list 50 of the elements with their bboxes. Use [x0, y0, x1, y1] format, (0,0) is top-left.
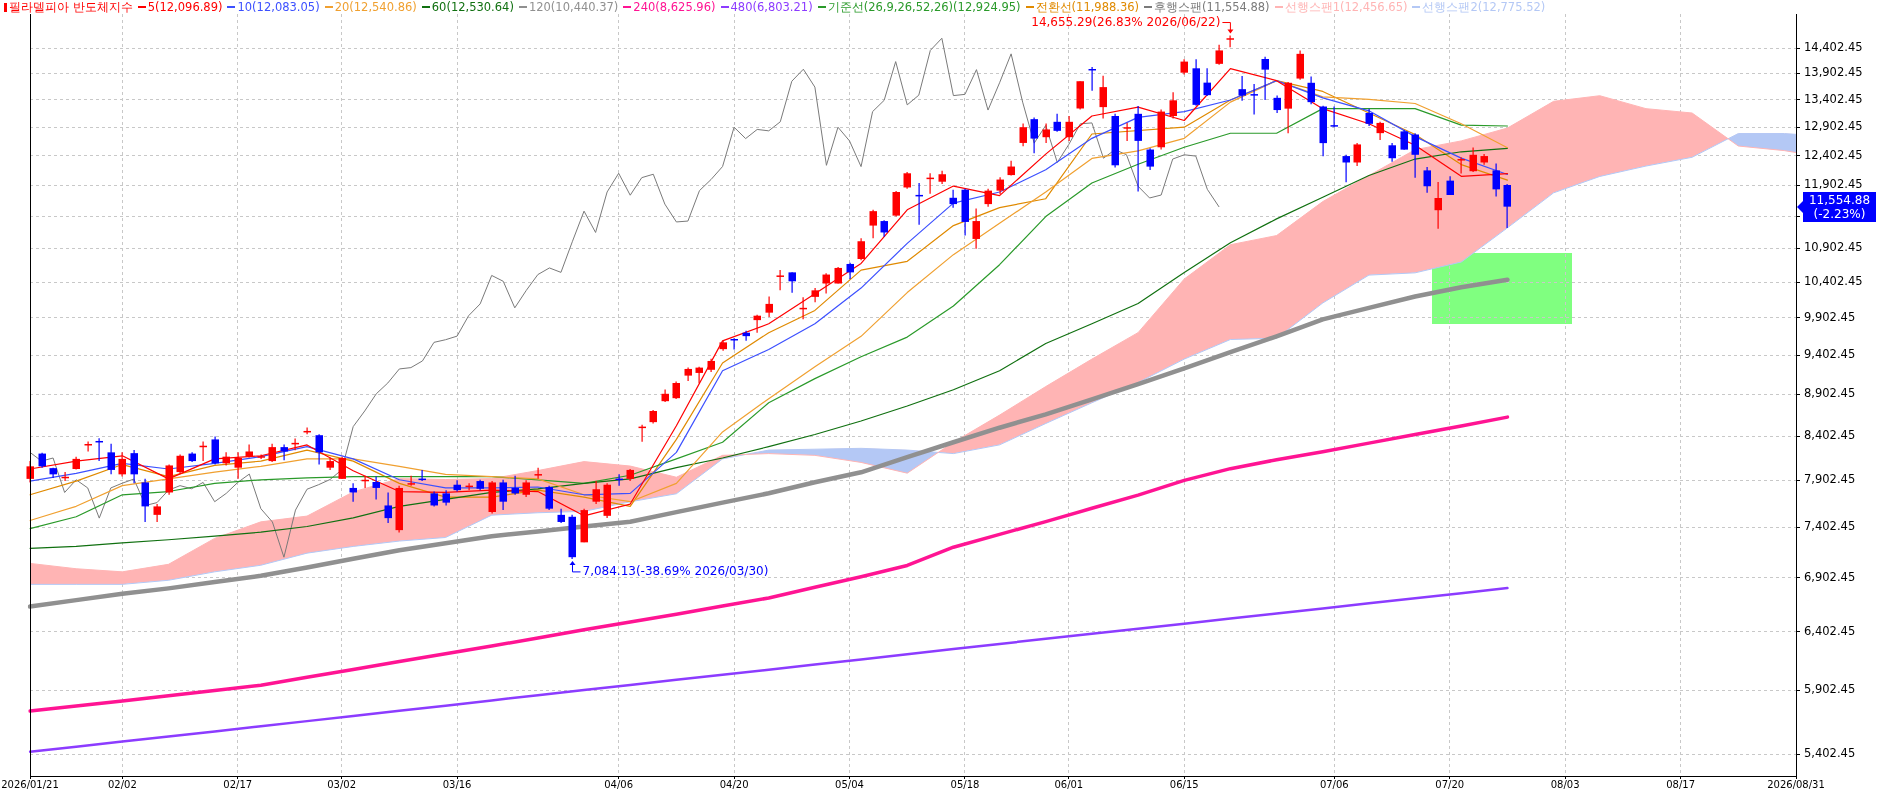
x-tick-label: 05/04	[835, 778, 864, 789]
y-tick-label: 5,402.45	[1804, 746, 1856, 760]
x-tick-label: 02/17	[223, 778, 253, 789]
legend-label: 전환선(11,988.36)	[1034, 0, 1140, 14]
y-tick-label: 6,902.45	[1804, 569, 1856, 584]
x-tick-label: 03/16	[442, 778, 472, 789]
x-tick-label: 08/17	[1666, 778, 1695, 789]
y-tick-label: 7,902.45	[1804, 472, 1856, 487]
y-tick-label: 12,402.45	[1804, 147, 1863, 162]
x-tick-label: 08/03	[1550, 778, 1580, 789]
annotation: 14,655.29(26.83% 2026/06/22)	[1031, 14, 1221, 29]
y-tick-label: 10,902.45	[1804, 240, 1863, 255]
legend-label: 필라델피아 반도체지수	[8, 0, 133, 14]
y-tick-label: 8,902.45	[1804, 386, 1856, 401]
y-tick-label: 6,402.45	[1804, 623, 1856, 638]
text: 11,554.88 (-2.23%)	[1803, 191, 1876, 222]
y-tick-label: 9,402.45	[1804, 347, 1856, 362]
legend-label: 60(12,530.64)	[430, 0, 514, 14]
legend-label: 120(10,440.37)	[527, 0, 619, 14]
y-tick-label: 14,402.45	[1804, 40, 1863, 55]
x-tick-label: 04/06	[604, 778, 634, 789]
legend-label: 20(12,540.86)	[333, 0, 417, 14]
annotation: 7,084.13(-38.69% 2026/03/30)	[582, 564, 769, 579]
legend-label: 480(6,803.21)	[729, 0, 813, 14]
legend-label: 5(12,096.89)	[146, 0, 223, 14]
y-tick-label: 11,902.45	[1804, 177, 1863, 192]
legend-label: 선행스팬2(12,775.52)	[1421, 0, 1546, 14]
legend-label: 후행스팬(11,554.88)	[1153, 0, 1270, 14]
y-tick-label: 13,402.45	[1804, 91, 1863, 106]
x-tick-label: 02/02	[107, 778, 137, 789]
y-tick-label: 5,902.45	[1804, 682, 1856, 697]
x-tick-label: 07/20	[1435, 778, 1465, 789]
y-tick-label: 7,402.45	[1804, 519, 1856, 534]
legend-label: 10(12,083.05)	[236, 0, 320, 14]
x-tick-label: 06/01	[1054, 778, 1084, 789]
x-tick-label: 03/02	[327, 778, 357, 789]
x-tick-label: 2026/01/21	[1, 778, 59, 789]
legend-label: 선행스팬1(12,456.65)	[1283, 0, 1408, 14]
y-tick-label: 12,902.45	[1804, 119, 1863, 134]
legend-label: 기준선(26,9,26,52,26)(12,924.95)	[826, 0, 1021, 14]
x-tick-label: 06/15	[1169, 778, 1199, 789]
y-tick-label: 13,902.45	[1804, 65, 1863, 80]
x-tick-label: 05/18	[950, 778, 980, 789]
x-tick-label: 2026/08/31	[1767, 778, 1825, 789]
legend-label: 240(8,625.96)	[632, 0, 716, 14]
y-tick-label: 8,402.45	[1804, 428, 1856, 443]
y-tick-label: 9,902.45	[1804, 309, 1856, 324]
x-tick-label: 04/20	[719, 778, 749, 789]
y-tick-label: 10,402.45	[1804, 274, 1863, 289]
x-tick-label: 07/06	[1319, 778, 1349, 789]
